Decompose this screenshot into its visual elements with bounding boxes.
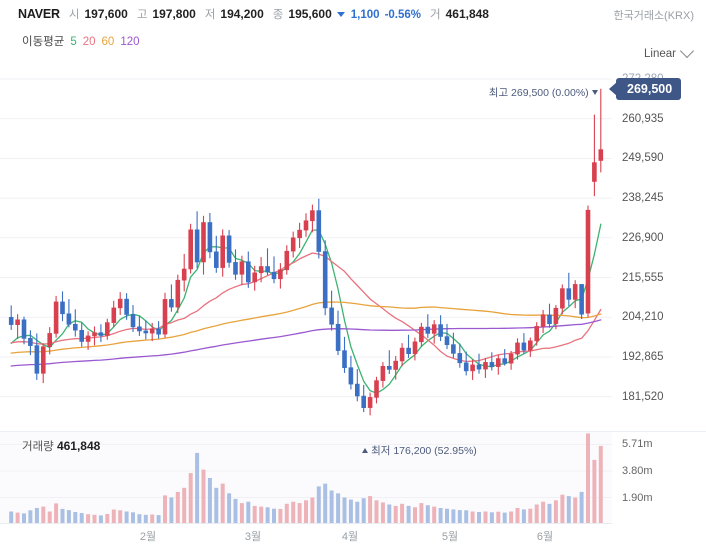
price-axis-tick: 249,590 <box>622 152 664 165</box>
low-value: 194,200 <box>220 7 264 21</box>
ma-legend-60[interactable]: 60 <box>101 36 115 48</box>
price-axis-tick: 204,210 <box>622 311 664 324</box>
ma-legend-5[interactable]: 5 <box>70 36 77 48</box>
ma-legend-120[interactable]: 120 <box>120 36 140 48</box>
open-label: 시 <box>68 9 80 21</box>
price-axis[interactable]: 272,280260,935249,590238,245226,900215,5… <box>612 66 706 524</box>
high-annotation-label: 최고 269,500 (0.00%) <box>488 86 589 99</box>
close-value: 195,600 <box>288 7 332 21</box>
volume-value: 461,848 <box>445 7 489 21</box>
chart-header: NAVER 시 197,600 고 197,800 저 194,200 종 19… <box>0 0 706 30</box>
close-label: 종 <box>272 9 284 21</box>
candlestick-plot <box>0 78 612 416</box>
time-axis-tick: 3월 <box>244 531 262 543</box>
ma-legend-title: 이동평균 <box>22 36 65 48</box>
scale-selector[interactable]: Linear <box>644 43 695 60</box>
volume-title-label: 거래량 <box>22 441 54 453</box>
quote-summary: NAVER 시 197,600 고 197,800 저 194,200 종 19… <box>18 6 489 22</box>
chevron-down-icon <box>679 43 695 59</box>
scale-label: Linear <box>644 48 676 60</box>
price-axis-tick: 260,935 <box>622 112 664 125</box>
decline-triangle-icon <box>336 12 345 17</box>
time-axis-tick: 2월 <box>139 531 157 543</box>
ma-legend-20[interactable]: 20 <box>82 36 96 48</box>
volume-chart-pane[interactable] <box>0 432 612 524</box>
time-axis-tick: 5월 <box>441 531 459 543</box>
low-annotation: 최저 176,200 (52.95%) <box>362 443 477 458</box>
volume-axis-tick: 3.80m <box>622 465 653 477</box>
low-label: 저 <box>204 9 216 21</box>
annotation-up-triangle-icon <box>362 448 369 454</box>
time-axis-tick: 6월 <box>536 531 554 543</box>
volume-axis-tick: 5.71m <box>622 438 653 451</box>
change-percent: -0.56% <box>384 9 421 21</box>
time-axis-tick: 4월 <box>341 531 359 543</box>
low-annotation-label: 최저 176,200 (52.95%) <box>371 445 477 458</box>
price-axis-tick: 238,245 <box>622 192 664 205</box>
time-axis[interactable]: 2월 3월 4월 5월 6월 <box>0 524 612 554</box>
volume-plot <box>0 433 612 524</box>
volume-label: 거 <box>430 9 441 21</box>
price-axis-tick: 226,900 <box>622 231 664 244</box>
current-price-badge[interactable]: 269,500 <box>616 77 682 100</box>
high-label: 고 <box>136 9 148 21</box>
high-value: 197,800 <box>152 7 196 21</box>
price-axis-tick: 215,555 <box>622 271 664 284</box>
price-axis-tick: 192,865 <box>622 351 664 363</box>
volume-title: 거래량 461,848 <box>22 438 100 454</box>
volume-axis-tick: 1.90m <box>622 491 653 504</box>
pane-divider <box>0 431 706 432</box>
high-annotation: 최고 269,500 (0.00%) <box>489 85 598 100</box>
price-axis-tick: 181,520 <box>622 390 664 403</box>
exchange-name: 한국거래소(KRX) <box>613 10 694 22</box>
symbol-name[interactable]: NAVER <box>18 7 60 21</box>
change-value: 1,100 <box>350 9 380 21</box>
volume-title-value: 461,848 <box>56 439 101 453</box>
annotation-down-triangle-icon <box>591 89 598 95</box>
open-value: 197,600 <box>84 7 128 21</box>
price-chart-pane[interactable] <box>0 66 612 430</box>
moving-average-legend[interactable]: 이동평균 5 20 60 120 <box>22 33 140 49</box>
